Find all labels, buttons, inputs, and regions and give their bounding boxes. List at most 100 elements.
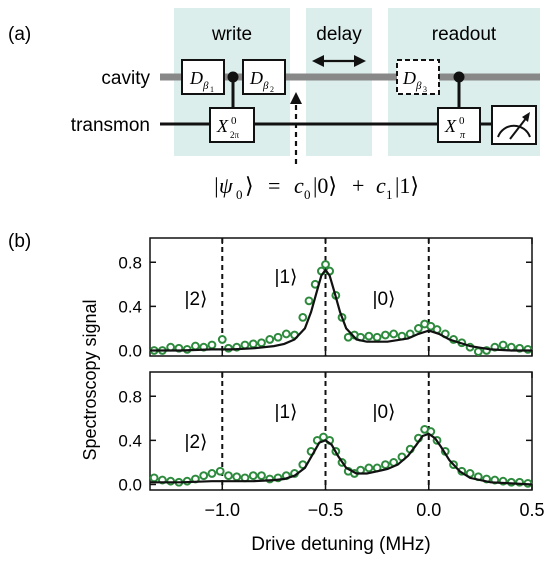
state-annotation: |1⟩ bbox=[275, 267, 298, 288]
data-point bbox=[240, 340, 250, 350]
fit-curve bbox=[150, 268, 532, 352]
gate-x-pi: X 0 π bbox=[437, 107, 481, 143]
data-point bbox=[414, 324, 423, 333]
gate-d-beta1: D β 1 bbox=[181, 59, 225, 95]
svg-text:β: β bbox=[262, 80, 269, 92]
transmon-wire-label: transmon bbox=[71, 115, 150, 136]
data-point bbox=[224, 343, 233, 353]
plot-frame bbox=[149, 371, 533, 491]
state-annotation: |1⟩ bbox=[275, 402, 298, 423]
data-point bbox=[215, 466, 225, 476]
data-point bbox=[166, 476, 176, 486]
data-point bbox=[149, 473, 159, 483]
state-equation: |ψ 0 ⟩ = c 0 |0⟩ + c 1 |1⟩ bbox=[213, 173, 419, 202]
svg-text:|ψ: |ψ bbox=[213, 173, 233, 198]
svg-text:c: c bbox=[294, 173, 304, 198]
svg-text:⟩: ⟩ bbox=[245, 173, 254, 198]
data-point bbox=[207, 469, 217, 478]
x-tick-label: 0.0 bbox=[416, 500, 441, 520]
data-point bbox=[257, 471, 266, 481]
data-point bbox=[389, 329, 399, 339]
spectroscopy-plots: 0.00.40.8|2⟩|1⟩|0⟩0.00.40.8−1.0 −0.5 0.0 0.… bbox=[118, 237, 545, 555]
data-point bbox=[273, 332, 283, 342]
delay-section-background bbox=[306, 8, 372, 156]
svg-text:X: X bbox=[216, 116, 229, 136]
data-point bbox=[232, 472, 242, 482]
svg-text:D: D bbox=[249, 68, 263, 88]
measurement-meter-icon bbox=[491, 105, 537, 145]
y-tick-label: 0.8 bbox=[118, 387, 142, 406]
svg-text:|0⟩: |0⟩ bbox=[313, 173, 337, 198]
data-point bbox=[372, 332, 382, 342]
circuit-panel: (a) write delay readout cavity transmon … bbox=[8, 8, 540, 202]
data-point bbox=[248, 471, 258, 481]
data-point bbox=[364, 331, 374, 341]
panel-label-b: (b) bbox=[8, 231, 31, 252]
delay-label: delay bbox=[316, 24, 362, 45]
data-point bbox=[224, 471, 233, 481]
svg-text:2: 2 bbox=[270, 85, 274, 94]
data-point bbox=[257, 338, 266, 348]
svg-text:β: β bbox=[202, 80, 209, 92]
gate-d-beta3: D β 3 bbox=[396, 59, 440, 95]
data-point bbox=[298, 313, 308, 322]
plot-bottom: 0.0 0.4 0.8 −1.0 −0.5 0.0 0.5 Drive detuning (M… bbox=[118, 371, 545, 555]
x-tick-label: −1.0 bbox=[204, 500, 240, 520]
svg-text:|1⟩: |1⟩ bbox=[395, 173, 419, 198]
data-point bbox=[191, 341, 200, 351]
cavity-wire-label: cavity bbox=[101, 68, 150, 89]
y-tick-label: 0.4 bbox=[118, 297, 142, 316]
control-dot-write bbox=[227, 71, 239, 83]
svg-text:D: D bbox=[402, 68, 416, 88]
svg-text:2π: 2π bbox=[230, 130, 240, 140]
readout-label: readout bbox=[432, 24, 497, 45]
svg-text:=: = bbox=[268, 173, 280, 198]
state-pointer-arrow bbox=[290, 92, 302, 164]
data-point bbox=[281, 329, 291, 339]
write-label: write bbox=[211, 24, 252, 45]
svg-text:X: X bbox=[444, 116, 457, 136]
data-point bbox=[380, 460, 390, 470]
y-tick-label: 0.4 bbox=[118, 431, 142, 450]
x-axis-label: Drive detuning (MHz) bbox=[251, 534, 431, 555]
svg-text:3: 3 bbox=[423, 85, 427, 94]
gate-d-beta2: D β 2 bbox=[242, 59, 286, 95]
svg-text:0: 0 bbox=[459, 115, 465, 127]
x-tick-label: −0.5 bbox=[308, 500, 344, 520]
state-annotation: |0⟩ bbox=[373, 402, 396, 423]
state-annotation: |2⟩ bbox=[185, 289, 208, 310]
y-tick-label: 0.8 bbox=[118, 253, 142, 272]
svg-text:c: c bbox=[376, 173, 386, 198]
data-point bbox=[473, 347, 483, 356]
plot-frame bbox=[149, 237, 533, 357]
state-annotation: |0⟩ bbox=[373, 289, 396, 310]
svg-text:0: 0 bbox=[304, 187, 311, 202]
data-point bbox=[199, 471, 209, 481]
x-tick-label: 0.5 bbox=[519, 500, 544, 520]
data-point bbox=[523, 344, 533, 354]
data-point bbox=[248, 339, 258, 349]
data-point bbox=[217, 335, 227, 344]
svg-text:D: D bbox=[189, 68, 203, 88]
data-point bbox=[321, 260, 330, 269]
data-point bbox=[498, 340, 508, 350]
delay-arrow-icon bbox=[312, 55, 366, 67]
y-axis-label: Spectroscopy signal bbox=[80, 299, 100, 460]
fit-curve bbox=[150, 432, 533, 486]
svg-text:0: 0 bbox=[236, 187, 243, 202]
gate-x-2pi: X 0 2π bbox=[209, 107, 255, 143]
state-annotation: |2⟩ bbox=[185, 432, 208, 453]
svg-text:1: 1 bbox=[210, 85, 214, 94]
svg-text:π: π bbox=[460, 130, 466, 141]
svg-text:1: 1 bbox=[386, 187, 393, 202]
plot-top: 0.0 0.4 0.8 |2⟩ |1⟩ |0⟩ bbox=[118, 237, 533, 360]
data-point bbox=[265, 335, 275, 344]
panel-label-a: (a) bbox=[8, 24, 31, 45]
data-point bbox=[380, 330, 390, 340]
control-dot-readout bbox=[453, 71, 465, 83]
svg-text:β: β bbox=[415, 80, 422, 92]
data-point bbox=[207, 340, 217, 350]
data-point bbox=[364, 463, 374, 473]
data-point bbox=[304, 296, 314, 306]
